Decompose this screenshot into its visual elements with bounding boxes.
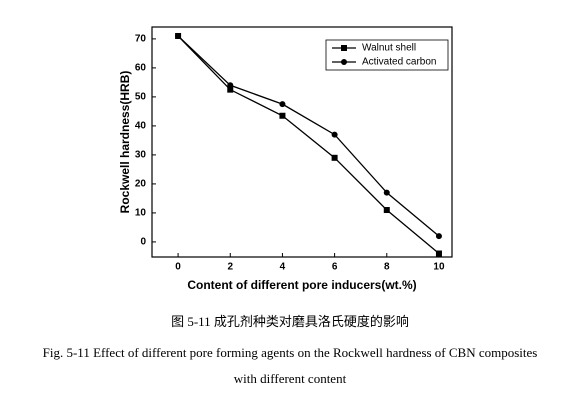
marker [279,112,286,119]
marker [383,207,390,214]
y-tick-label: 10 [135,208,147,219]
y-axis-label: Rockwell hardness(HRB) [118,71,132,214]
marker [227,86,234,93]
x-tick-label: 4 [280,262,286,273]
legend-label: Walnut shell [362,43,416,54]
x-tick-label: 0 [175,262,181,273]
marker [383,189,390,196]
x-tick-label: 8 [384,262,390,273]
y-tick-label: 0 [140,237,146,248]
line [177,35,440,255]
marker [279,101,286,108]
y-tick-label: 20 [135,179,147,190]
line [177,35,440,237]
y-tick-label: 60 [135,63,147,74]
x-tick-label: 6 [332,262,338,273]
legend-marker [341,59,347,65]
y-tick-label: 70 [135,34,147,45]
y-tick-label: 40 [135,121,147,132]
plot-frame [151,26,453,258]
caption: with different content [234,371,347,386]
marker [331,131,338,138]
caption: 图 5-11 成孔剂种类对磨具洛氏硬度的影响 [171,314,409,329]
marker [175,32,182,39]
x-tick-label: 2 [227,262,233,273]
y-tick-label: 30 [135,150,147,161]
legend-marker [341,45,347,51]
caption: Fig. 5-11 Effect of different pore formi… [43,345,538,360]
marker [331,154,338,161]
legend-label: Activated carbon [362,57,437,68]
marker [435,233,442,240]
y-tick-label: 50 [135,92,147,103]
x-tick-label: 10 [433,262,445,273]
marker [435,250,442,257]
x-axis-label: Content of different pore inducers(wt.%) [187,278,416,292]
marker [227,82,234,89]
